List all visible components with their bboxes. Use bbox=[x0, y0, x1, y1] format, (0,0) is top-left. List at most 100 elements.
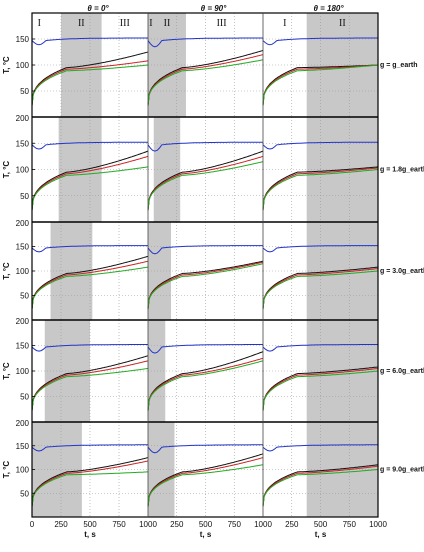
y-tick-label: 150 bbox=[16, 342, 30, 351]
gravity-label: g = 9.0g_earth bbox=[380, 467, 424, 474]
x-tick-label: 0 bbox=[30, 520, 35, 529]
series-line-black bbox=[147, 49, 264, 106]
y-tick-label: 150 bbox=[16, 35, 30, 44]
panel-title: θ = 0° bbox=[87, 4, 109, 13]
shaded-regions bbox=[32, 13, 378, 517]
x-tick-label: 1000 bbox=[369, 520, 387, 529]
shaded-region bbox=[61, 13, 102, 117]
x-tick-label: 500 bbox=[199, 520, 213, 529]
y-tick-label: 200 bbox=[16, 419, 30, 428]
x-tick-label: 750 bbox=[228, 520, 242, 529]
y-tick-label: 100 bbox=[16, 267, 30, 276]
y-axis-label: T, °C bbox=[2, 461, 11, 479]
y-axis-label: T, °C bbox=[2, 56, 11, 74]
series-line-red bbox=[147, 457, 264, 507]
series-line-green bbox=[31, 266, 149, 310]
series-line-blue bbox=[31, 344, 148, 352]
series-line-red bbox=[31, 60, 149, 106]
y-tick-label: 150 bbox=[16, 139, 30, 148]
series-lines bbox=[31, 37, 379, 507]
shaded-region bbox=[306, 13, 378, 117]
series-line-black bbox=[262, 366, 379, 411]
region-label: III bbox=[217, 18, 227, 29]
series-line-black bbox=[147, 260, 264, 310]
series-line-green bbox=[262, 64, 379, 106]
series-line-red bbox=[147, 261, 264, 310]
series-line-blue bbox=[262, 444, 378, 452]
series-line-red bbox=[262, 167, 379, 211]
series-line-green bbox=[147, 161, 264, 211]
series-line-black bbox=[262, 166, 379, 211]
x-tick-label: 750 bbox=[112, 520, 126, 529]
gravity-label: g = g_earth bbox=[380, 62, 418, 69]
series-line-red bbox=[31, 360, 149, 411]
region-label: II bbox=[164, 18, 171, 29]
series-line-black bbox=[147, 351, 264, 411]
series-line-green bbox=[262, 270, 379, 310]
outer-frame bbox=[31, 12, 379, 518]
series-line-blue bbox=[147, 245, 263, 255]
x-tick-label: 1000 bbox=[139, 520, 157, 529]
series-line-blue bbox=[31, 245, 148, 253]
x-axis-label: t, s bbox=[84, 530, 96, 539]
series-line-red bbox=[147, 54, 264, 106]
series-line-green bbox=[31, 367, 149, 411]
panel-title: θ = 90° bbox=[201, 4, 227, 13]
series-line-green bbox=[147, 360, 264, 411]
series-line-red bbox=[31, 460, 149, 507]
series-line-red bbox=[31, 155, 149, 211]
series-line-black bbox=[31, 255, 149, 310]
y-tick-label: 200 bbox=[16, 317, 30, 326]
series-line-red bbox=[147, 155, 264, 211]
series-line-green bbox=[262, 169, 379, 211]
series-line-red bbox=[147, 357, 264, 411]
x-tick-label: 750 bbox=[343, 520, 357, 529]
region-label: I bbox=[149, 18, 152, 29]
series-line-blue bbox=[147, 344, 263, 354]
series-line-blue bbox=[262, 245, 378, 253]
series-line-green bbox=[31, 166, 149, 211]
shaded-region bbox=[44, 320, 90, 422]
series-line-black bbox=[31, 150, 149, 211]
series-line-blue bbox=[262, 344, 378, 352]
y-tick-label: 50 bbox=[20, 192, 29, 201]
series-line-red bbox=[262, 268, 379, 310]
series-line-black bbox=[31, 457, 149, 507]
series-line-green bbox=[31, 471, 148, 507]
x-tick-label: 250 bbox=[54, 520, 68, 529]
y-tick-label: 200 bbox=[16, 114, 30, 123]
series-line-black bbox=[147, 150, 264, 211]
y-tick-label: 100 bbox=[16, 166, 30, 175]
series-line-blue bbox=[31, 141, 148, 150]
y-tick-label: 50 bbox=[20, 393, 29, 402]
region-label: III bbox=[120, 18, 130, 29]
x-tick-label: 500 bbox=[314, 520, 328, 529]
x-tick-label: 500 bbox=[83, 520, 97, 529]
shaded-region bbox=[148, 320, 166, 422]
y-tick-label: 50 bbox=[20, 292, 29, 301]
shaded-region bbox=[306, 422, 378, 517]
series-line-black bbox=[31, 355, 149, 411]
series-line-green bbox=[262, 469, 379, 507]
series-line-green bbox=[31, 64, 149, 106]
series-line-black bbox=[262, 464, 379, 507]
series-line-green bbox=[147, 263, 264, 310]
series-line-green bbox=[147, 464, 264, 507]
gravity-label: g = 6.0g_earth bbox=[380, 368, 424, 375]
region-label: I bbox=[38, 18, 41, 29]
region-label: II bbox=[339, 18, 346, 29]
series-line-black bbox=[31, 51, 149, 106]
shaded-region bbox=[148, 422, 175, 517]
series-line-blue bbox=[147, 37, 263, 48]
gravity-label: g = 3.0g_earth bbox=[380, 268, 424, 275]
y-axis-label: T, °C bbox=[2, 161, 11, 179]
y-tick-label: 100 bbox=[16, 61, 30, 70]
y-axis-label: T, °C bbox=[2, 362, 11, 380]
y-tick-label: 200 bbox=[16, 219, 30, 228]
x-axis-label: t, s bbox=[315, 530, 327, 539]
series-line-green bbox=[262, 370, 379, 411]
y-axis-label: T, °C bbox=[2, 262, 11, 280]
series-line-blue bbox=[147, 444, 263, 454]
region-label: I bbox=[283, 18, 286, 29]
